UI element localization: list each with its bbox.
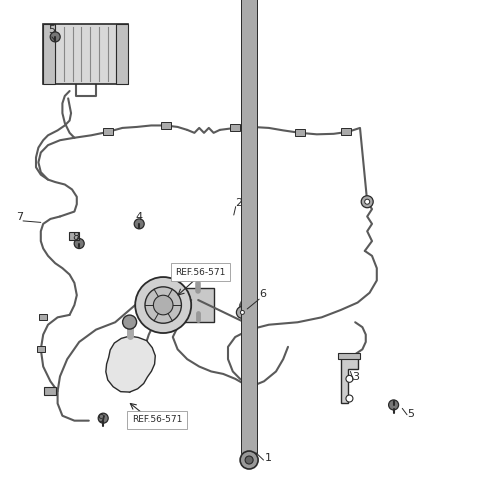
Text: 5: 5 [407,409,414,419]
Circle shape [365,199,370,204]
Text: REF.56-571: REF.56-571 [132,415,182,424]
Bar [44,387,57,395]
Text: REF.56-571: REF.56-571 [175,268,226,277]
Bar [295,129,305,136]
Bar [161,122,170,129]
Polygon shape [106,336,155,392]
Circle shape [240,451,258,469]
Circle shape [154,295,173,315]
Bar [116,24,128,84]
Text: 7: 7 [16,212,24,222]
Circle shape [122,315,137,329]
Text: 3: 3 [352,372,360,382]
Bar [39,314,47,320]
Polygon shape [341,354,358,403]
Bar [70,232,79,240]
Circle shape [145,287,181,323]
Circle shape [98,413,108,423]
Circle shape [346,375,353,382]
Circle shape [134,219,144,229]
Circle shape [74,239,84,248]
Circle shape [245,456,253,464]
Bar [230,124,240,131]
Bar [37,346,45,352]
Circle shape [240,310,244,314]
Bar [103,128,113,135]
Bar [241,0,257,441]
Circle shape [346,395,353,402]
Bar [241,0,257,427]
Bar [43,24,128,84]
Circle shape [389,400,398,410]
Bar [183,288,214,322]
Circle shape [361,196,373,208]
Text: 8: 8 [72,232,79,242]
Text: 1: 1 [265,454,272,463]
Text: 6: 6 [259,289,266,299]
Circle shape [236,307,249,318]
Text: 9: 9 [97,414,105,424]
Circle shape [50,32,60,42]
Polygon shape [338,353,360,359]
Bar [341,128,350,135]
Text: 2: 2 [235,198,242,208]
Text: 5: 5 [48,26,55,35]
Bar [241,0,257,453]
Bar [43,24,55,84]
Circle shape [135,277,191,333]
Text: 4: 4 [135,212,143,222]
